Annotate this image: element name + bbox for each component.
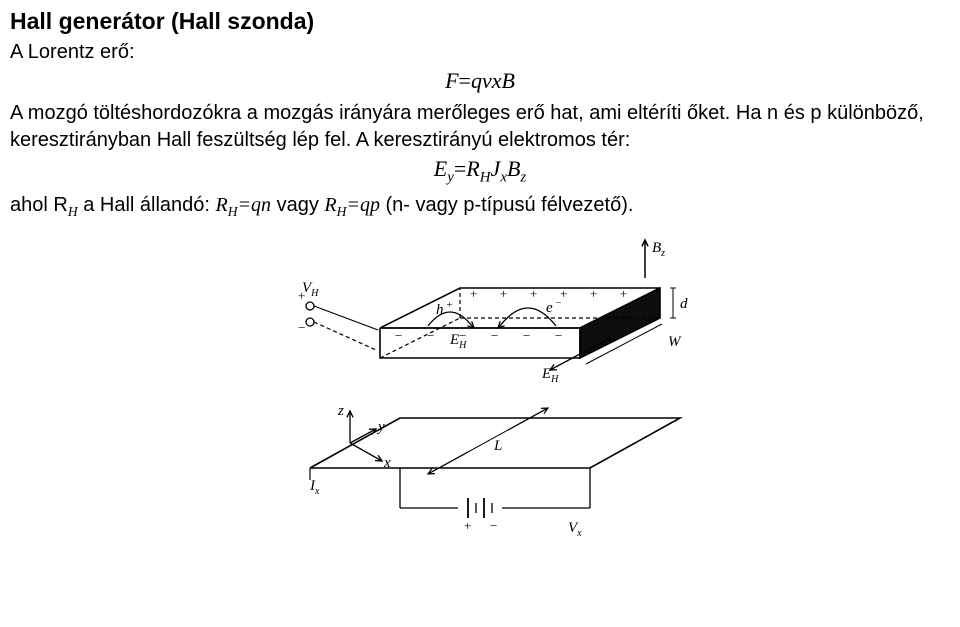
line-rh-definition: ahol RH a Hall állandó: RH=qn vagy RH=qp… (10, 192, 950, 221)
svg-text:W: W (668, 334, 682, 350)
svg-text:−: − (491, 328, 498, 343)
svg-text:−: − (555, 298, 562, 309)
svg-text:d: d (680, 296, 688, 312)
svg-text:+: + (500, 286, 507, 301)
svg-text:+: + (530, 286, 537, 301)
svg-text:−: − (523, 328, 530, 343)
svg-text:h: h (436, 302, 444, 318)
svg-text:x: x (383, 455, 391, 471)
paragraph-main: A mozgó töltéshordozókra a mozgás irányá… (10, 100, 950, 154)
svg-text:+: + (464, 518, 471, 533)
page-title: Hall generátor (Hall szonda) (10, 8, 950, 35)
lorentz-label: A Lorentz erő: (10, 39, 950, 66)
svg-text:+: + (446, 300, 453, 311)
svg-text:L: L (493, 438, 502, 454)
svg-text:+: + (590, 286, 597, 301)
svg-text:−: − (427, 328, 434, 343)
svg-text:y: y (376, 419, 385, 435)
svg-text:e: e (546, 300, 553, 316)
svg-text:+: + (620, 286, 627, 301)
hall-diagram: −−−−−−++++++h+e−EHEHBzdWLzyx+−VH+−VxIx (10, 228, 950, 553)
svg-text:−: − (395, 328, 402, 343)
svg-text:+: + (470, 286, 477, 301)
svg-text:z: z (337, 403, 344, 419)
svg-text:−: − (298, 320, 305, 335)
svg-text:−: − (555, 328, 562, 343)
svg-text:−: − (490, 518, 497, 533)
equation-lorentz: F=qvxB (10, 68, 950, 94)
equation-hall-field: Ey=RHJxBz (10, 156, 950, 186)
